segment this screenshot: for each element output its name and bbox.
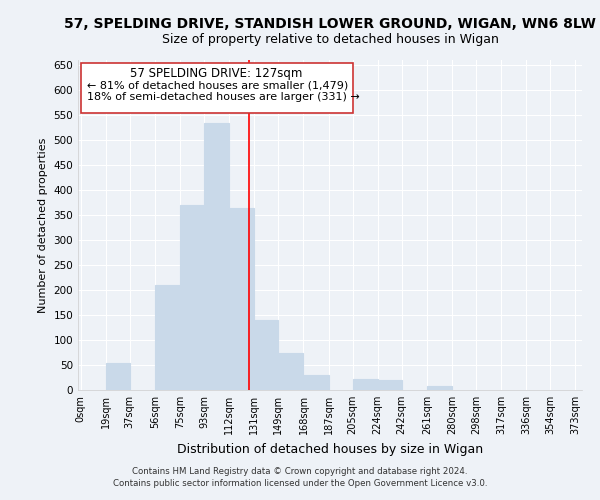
Text: 57, SPELDING DRIVE, STANDISH LOWER GROUND, WIGAN, WN6 8LW: 57, SPELDING DRIVE, STANDISH LOWER GROUN… [64, 18, 596, 32]
FancyBboxPatch shape [80, 62, 353, 112]
Bar [427, 386, 452, 390]
Bar [106, 362, 130, 390]
Text: 57 SPELDING DRIVE: 127sqm: 57 SPELDING DRIVE: 127sqm [130, 68, 303, 80]
Text: ← 81% of detached houses are smaller (1,479): ← 81% of detached houses are smaller (1,… [87, 80, 349, 90]
Bar [278, 352, 304, 390]
Text: Size of property relative to detached houses in Wigan: Size of property relative to detached ho… [161, 32, 499, 46]
Text: Contains public sector information licensed under the Open Government Licence v3: Contains public sector information licen… [113, 478, 487, 488]
Bar [378, 380, 401, 390]
Bar [229, 208, 254, 390]
Y-axis label: Number of detached properties: Number of detached properties [38, 138, 48, 312]
Bar [254, 320, 278, 390]
Text: 18% of semi-detached houses are larger (331) →: 18% of semi-detached houses are larger (… [87, 92, 360, 102]
X-axis label: Distribution of detached houses by size in Wigan: Distribution of detached houses by size … [177, 442, 483, 456]
Bar [204, 122, 229, 390]
Bar [180, 205, 204, 390]
Bar [353, 379, 378, 390]
Bar [304, 375, 329, 390]
Text: Contains HM Land Registry data © Crown copyright and database right 2024.: Contains HM Land Registry data © Crown c… [132, 467, 468, 476]
Bar [155, 285, 180, 390]
